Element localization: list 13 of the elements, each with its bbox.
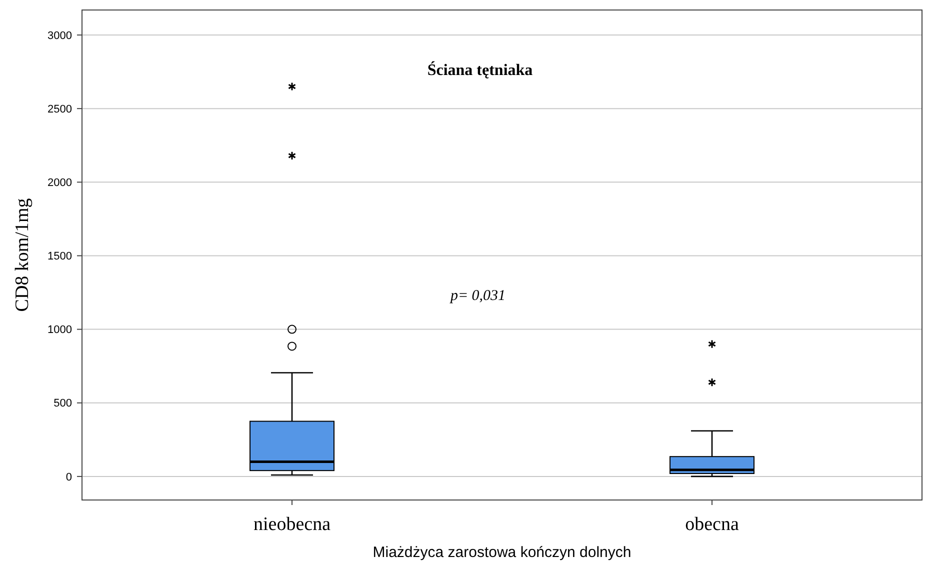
y-tick-label: 3000 [48, 30, 72, 42]
x-axis-title: Miażdżyca zarostowa kończyn dolnych [372, 544, 632, 561]
y-axis-title: CD8 kom/1mg [12, 198, 33, 312]
y-tick-label: 2000 [48, 177, 72, 190]
annotation: p= 0,031 [449, 288, 506, 304]
text: Ściana tętniaka [427, 61, 533, 79]
x-tick-label: obecna [685, 514, 740, 535]
x-tick-label: nieobecna [253, 514, 332, 535]
y-tick-label: 1000 [48, 324, 72, 336]
y-tick-label: 1500 [48, 250, 72, 263]
y-tick-label: 0 [66, 471, 72, 484]
y-tick-label: 500 [54, 398, 72, 410]
y-tick-label: 2500 [48, 103, 72, 116]
